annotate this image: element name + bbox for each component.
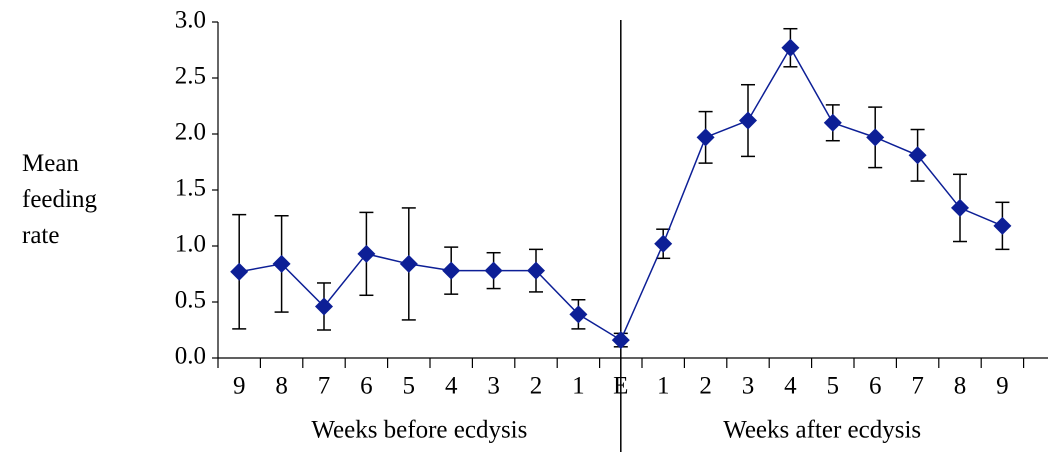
data-point xyxy=(696,128,715,147)
data-point xyxy=(484,261,503,280)
data-point xyxy=(272,254,291,273)
data-point xyxy=(399,254,418,273)
x-tick-label: 8 xyxy=(275,373,288,400)
data-point xyxy=(866,128,885,147)
data-point xyxy=(654,234,673,253)
y-tick-label: 2.0 xyxy=(175,119,206,146)
x-tick-label: 5 xyxy=(403,373,416,400)
x-tick-label: 3 xyxy=(742,373,755,400)
y-tick-label: 3.0 xyxy=(175,7,206,34)
data-point xyxy=(908,146,927,165)
x-tick-label: 6 xyxy=(869,373,882,400)
x-tick-label: 8 xyxy=(954,373,967,400)
data-point xyxy=(781,38,800,57)
y-axis-label: Mean feeding rate xyxy=(22,150,97,249)
y-tick-label: 0.5 xyxy=(175,287,206,314)
data-point xyxy=(823,113,842,132)
data-point xyxy=(442,261,461,280)
data-point xyxy=(993,216,1012,235)
x-tick-label: 7 xyxy=(911,373,924,400)
x-tick-label: 6 xyxy=(360,373,373,400)
x-tick-label: 9 xyxy=(996,373,1009,400)
x-tick-label: 5 xyxy=(827,373,840,400)
data-point xyxy=(569,305,588,324)
data-point xyxy=(315,297,333,316)
x-tick-label: 2 xyxy=(699,373,712,400)
data-point xyxy=(611,331,630,350)
x-tick-label: 1 xyxy=(657,373,670,400)
x-tick-label: 1 xyxy=(572,373,585,400)
x-tick-label: 4 xyxy=(784,373,797,400)
x-tick-label: 3 xyxy=(487,373,500,400)
data-point xyxy=(739,111,757,130)
group-label: Weeks before ecdysis xyxy=(311,417,527,444)
y-tick-label: 1.0 xyxy=(175,231,206,258)
data-point xyxy=(951,198,969,217)
data-point xyxy=(230,262,249,281)
group-label: Weeks after ecdysis xyxy=(723,417,921,444)
data-point xyxy=(357,244,376,263)
data-point xyxy=(527,261,545,280)
x-tick-label: 4 xyxy=(445,373,458,400)
y-tick-label: 0.0 xyxy=(175,343,206,370)
y-tick-label: 1.5 xyxy=(175,175,206,202)
y-tick-label: 2.5 xyxy=(175,63,206,90)
x-tick-label: 9 xyxy=(233,373,246,400)
x-tick-label: 2 xyxy=(530,373,543,400)
x-tick-label: 7 xyxy=(318,373,331,400)
